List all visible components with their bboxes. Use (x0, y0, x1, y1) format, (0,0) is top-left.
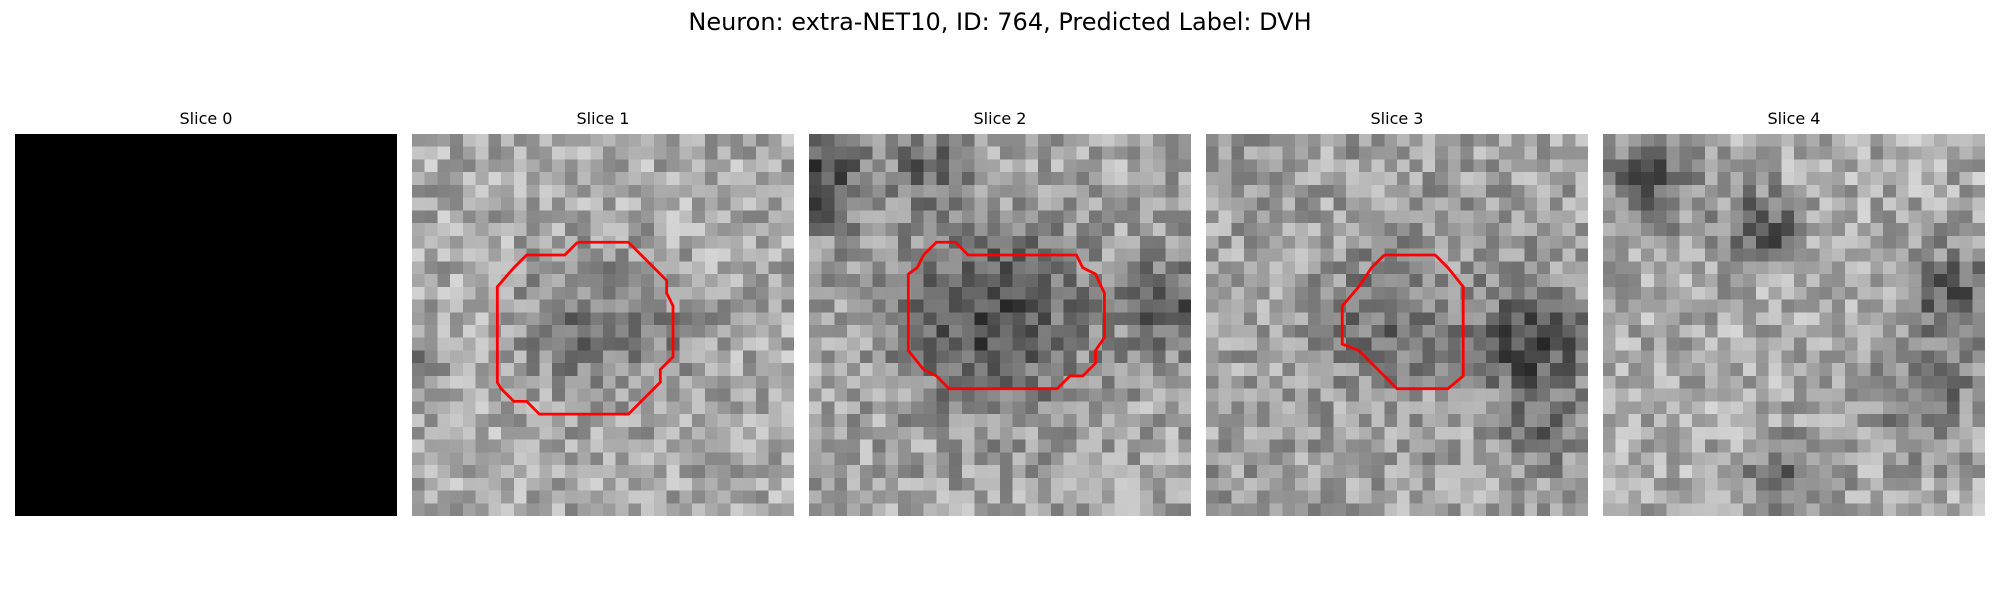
slice-panel-3: Slice 3 (1206, 108, 1588, 516)
slice-panel-0: Slice 0 (15, 108, 397, 516)
slice-title: Slice 3 (1370, 109, 1424, 128)
slice-image (1206, 134, 1588, 516)
neuron-contour (1340, 253, 1465, 391)
slice-panel-4: Slice 4 (1603, 108, 1985, 516)
neuron-contour (906, 240, 1106, 391)
figure-title: Neuron: extra-NET10, ID: 764, Predicted … (688, 8, 1312, 36)
slice-image (15, 134, 397, 516)
slice-panel-2: Slice 2 (809, 108, 1191, 516)
slice-image (809, 134, 1191, 516)
slice-title: Slice 4 (1767, 109, 1821, 128)
slice-image (1603, 134, 1985, 516)
neuron-contour (495, 240, 675, 416)
slice-title: Slice 2 (973, 109, 1027, 128)
slice-image (412, 134, 794, 516)
slice-title: Slice 0 (179, 109, 233, 128)
slice-panel-1: Slice 1 (412, 108, 794, 516)
slice-title: Slice 1 (576, 109, 630, 128)
